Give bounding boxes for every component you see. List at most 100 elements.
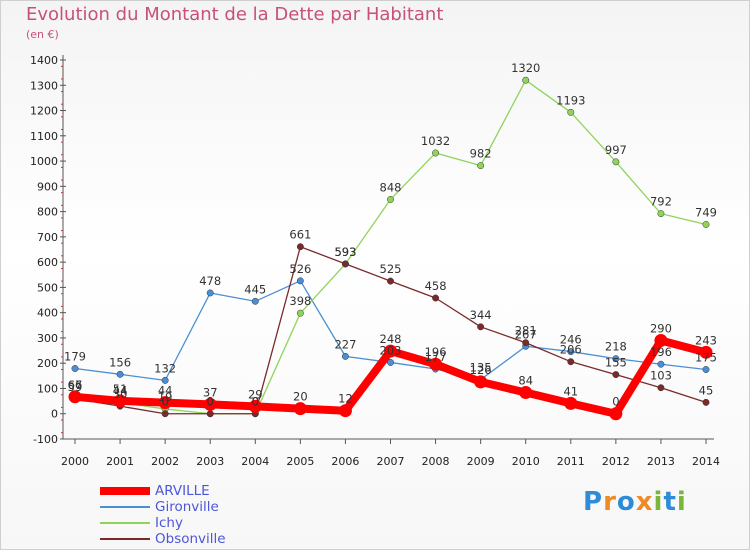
data-label-ichy: 749 <box>695 205 717 219</box>
proxiti-logo: Proxiti <box>583 487 687 517</box>
data-point-arville <box>338 404 352 418</box>
data-point-arville <box>564 396 578 410</box>
y-tick-label: 100 <box>37 382 58 395</box>
y-tick-label: -100 <box>33 433 58 446</box>
data-point-gironville <box>657 360 665 368</box>
x-tick-label: 2008 <box>422 455 450 468</box>
x-tick-label: 2002 <box>151 455 179 468</box>
data-label-obsonville: 0 <box>161 395 168 409</box>
y-tick-label: 1400 <box>30 54 58 67</box>
data-label-gironville: 135 <box>470 361 492 375</box>
data-point-obsonville <box>432 294 440 302</box>
data-label-ichy: 0 <box>207 395 214 409</box>
data-label-gironville: 132 <box>154 361 176 375</box>
data-label-obsonville: 30 <box>113 387 128 401</box>
data-label-obsonville: 281 <box>515 324 537 338</box>
data-label-arville: 0 <box>612 395 619 409</box>
data-label-arville: 248 <box>380 332 402 346</box>
data-label-obsonville: 525 <box>380 262 402 276</box>
x-tick-label: 2003 <box>196 455 224 468</box>
data-label-ichy: 66 <box>68 378 83 392</box>
data-label-gironville: 203 <box>380 343 402 357</box>
data-point-obsonville <box>161 410 169 418</box>
data-point-gironville <box>296 277 304 285</box>
data-label-ichy: 982 <box>470 147 492 161</box>
legend-label: ARVILLE <box>155 483 210 499</box>
data-point-arville <box>293 402 307 416</box>
data-label-gironville: 267 <box>515 327 537 341</box>
data-point-ichy <box>477 162 485 170</box>
y-tick-label: 0 <box>51 408 58 421</box>
data-label-ichy: 792 <box>650 195 672 209</box>
legend-swatch <box>100 522 150 524</box>
data-point-gironville <box>206 289 214 297</box>
data-point-ichy <box>567 108 575 116</box>
data-label-ichy: 19 <box>158 390 173 404</box>
y-tick-label: 900 <box>37 180 58 193</box>
legend-item-obsonville: Obsonville <box>100 531 300 547</box>
logo-letter: o <box>616 487 636 517</box>
data-label-gironville: 218 <box>605 340 627 354</box>
y-tick-label: 200 <box>37 357 58 370</box>
chart-title: Evolution du Montant de la Dette par Hab… <box>26 4 444 25</box>
legend-item-gironville: Gironville <box>100 499 300 515</box>
data-label-obsonville: 45 <box>699 383 714 397</box>
y-tick-label: 300 <box>37 332 58 345</box>
data-label-arville: 12 <box>338 392 353 406</box>
data-point-obsonville <box>477 323 485 331</box>
data-point-obsonville <box>567 358 575 366</box>
data-label-ichy: 1320 <box>511 61 540 75</box>
x-tick-label: 2005 <box>286 455 314 468</box>
data-label-arville: 20 <box>293 390 308 404</box>
data-label-gironville: 175 <box>695 351 717 365</box>
data-point-arville <box>609 407 623 421</box>
data-label-gironville: 227 <box>334 337 356 351</box>
y-tick-label: 1100 <box>30 130 58 143</box>
logo-letter: i <box>676 487 687 517</box>
data-label-arville: 41 <box>563 384 578 398</box>
x-tick-label: 2004 <box>241 455 269 468</box>
data-point-gironville <box>567 348 575 356</box>
x-tick-label: 2010 <box>512 455 540 468</box>
data-point-arville <box>113 394 127 408</box>
data-label-obsonville: 155 <box>605 356 627 370</box>
data-label-obsonville: 661 <box>289 228 311 242</box>
data-point-arville <box>248 399 262 413</box>
x-tick-label: 2012 <box>602 455 630 468</box>
data-point-gironville <box>387 358 394 366</box>
data-label-arville: 44 <box>158 384 173 398</box>
data-point-ichy <box>657 210 665 218</box>
data-point-arville <box>158 396 172 410</box>
data-point-obsonville <box>341 260 349 268</box>
data-label-obsonville: 206 <box>560 343 582 357</box>
legend-swatch <box>100 538 150 540</box>
data-label-arville: 51 <box>113 382 128 396</box>
data-point-obsonville <box>296 243 304 251</box>
y-tick-label: 600 <box>37 256 58 269</box>
data-label-obsonville: 59 <box>68 380 83 394</box>
logo-letter: t <box>663 487 677 517</box>
data-point-obsonville <box>702 398 710 406</box>
logo-letter: x <box>635 487 654 517</box>
data-label-ichy: 848 <box>380 180 402 194</box>
data-point-gironville <box>612 355 620 363</box>
data-label-gironville: 445 <box>244 282 266 296</box>
data-point-arville <box>519 386 533 400</box>
data-label-arville: 29 <box>248 387 263 401</box>
y-tick-label: 1000 <box>30 155 58 168</box>
data-point-arville <box>384 344 397 358</box>
data-point-arville <box>68 390 82 404</box>
y-tick-label: 700 <box>37 231 58 244</box>
data-label-obsonville: 593 <box>334 245 356 259</box>
logo-letter: r <box>603 487 617 517</box>
legend-swatch <box>100 506 150 508</box>
x-tick-label: 2000 <box>61 455 89 468</box>
data-label-ichy: 1193 <box>556 93 585 107</box>
data-point-obsonville <box>612 371 620 379</box>
data-point-obsonville <box>206 410 214 418</box>
data-point-gironville <box>161 376 169 384</box>
data-point-gironville <box>251 297 259 305</box>
data-point-ichy <box>432 149 440 157</box>
data-point-gironville <box>341 352 349 360</box>
data-point-ichy <box>387 196 394 203</box>
